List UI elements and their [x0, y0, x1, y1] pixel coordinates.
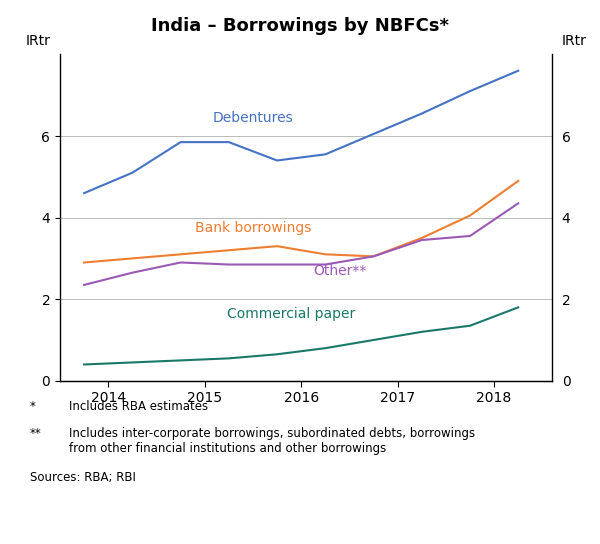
Text: Includes inter-corporate borrowings, subordinated debts, borrowings
from other f: Includes inter-corporate borrowings, sub…: [69, 427, 475, 455]
Text: Commercial paper: Commercial paper: [227, 307, 356, 320]
Text: India – Borrowings by NBFCs*: India – Borrowings by NBFCs*: [151, 17, 449, 35]
Text: Bank borrowings: Bank borrowings: [195, 221, 311, 235]
Text: Includes RBA estimates: Includes RBA estimates: [69, 400, 208, 413]
Text: **: **: [30, 427, 42, 440]
Text: IRtr: IRtr: [26, 34, 50, 48]
Text: Other**: Other**: [313, 264, 367, 278]
Text: Sources: RBA; RBI: Sources: RBA; RBI: [30, 471, 136, 484]
Text: *: *: [30, 400, 36, 413]
Text: Debentures: Debentures: [212, 111, 293, 125]
Text: IRtr: IRtr: [562, 34, 586, 48]
